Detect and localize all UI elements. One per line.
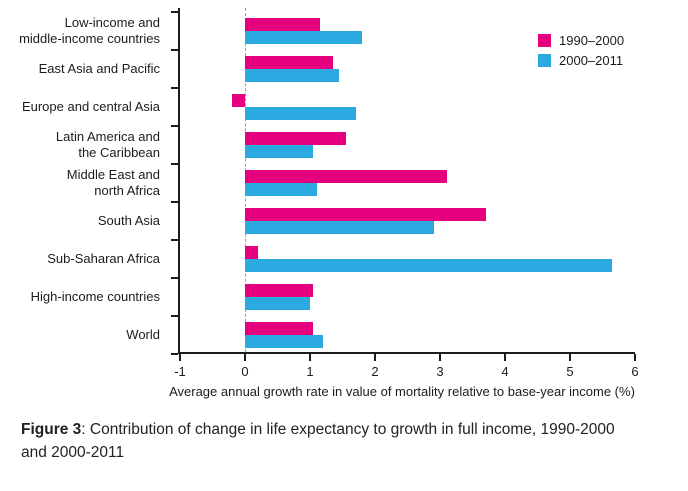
x-tick-label: 4	[501, 364, 509, 379]
category-label: Latin America and the Caribbean	[55, 128, 160, 160]
x-axis-tick	[179, 354, 181, 361]
x-tick-label: 5	[566, 364, 574, 379]
category-label: Sub-Saharan Africa	[47, 250, 160, 266]
bar-2000-2011	[245, 107, 356, 120]
legend-item: 1990–2000	[538, 33, 624, 48]
bar-1990-2000	[245, 208, 486, 221]
category-label: South Asia	[97, 212, 160, 228]
x-axis-tick	[244, 354, 246, 361]
y-axis-tick	[171, 49, 178, 51]
y-axis-tick	[171, 11, 178, 13]
category-label: Middle East and north Africa	[66, 166, 160, 198]
category-label: World	[126, 326, 160, 342]
legend-label: 2000–2011	[559, 53, 624, 68]
x-axis-tick	[309, 354, 311, 361]
x-axis-tick	[504, 354, 506, 361]
x-tick-label: 6	[631, 364, 639, 379]
bar-1990-2000	[245, 322, 314, 335]
x-tick-label: -1	[174, 364, 186, 379]
bar-1990-2000	[232, 94, 245, 107]
x-axis-tick	[439, 354, 441, 361]
bar-2000-2011	[245, 145, 314, 158]
bar-1990-2000	[245, 56, 333, 69]
bar-2000-2011	[245, 31, 362, 44]
x-tick-label: 3	[436, 364, 444, 379]
legend-swatch	[538, 54, 551, 67]
x-axis-tick	[374, 354, 376, 361]
category-label: East Asia and Pacific	[38, 60, 160, 76]
legend-swatch	[538, 34, 551, 47]
bar-2000-2011	[245, 69, 340, 82]
y-axis-category-labels: Low-income and middle-income countries Ea…	[0, 12, 170, 354]
x-axis-tick	[634, 354, 636, 361]
bar-1990-2000	[245, 170, 447, 183]
bar-2000-2011	[245, 335, 323, 348]
bar-1990-2000	[245, 132, 346, 145]
y-axis-tick	[171, 201, 178, 203]
bar-1990-2000	[245, 18, 320, 31]
y-axis-tick	[171, 163, 178, 165]
chart-legend: 1990–2000 2000–2011	[538, 33, 624, 68]
bar-2000-2011	[245, 183, 317, 196]
y-axis-tick	[171, 277, 178, 279]
x-axis-tick	[569, 354, 571, 361]
category-label: Low-income and middle-income countries	[19, 14, 160, 46]
x-tick-label: 2	[371, 364, 379, 379]
x-axis-line	[178, 352, 635, 354]
bar-2000-2011	[245, 297, 310, 310]
bar-1990-2000	[245, 284, 314, 297]
caption-text: : Contribution of change in life expecta…	[21, 421, 615, 462]
y-axis-tick	[171, 239, 178, 241]
y-axis-tick	[171, 315, 178, 317]
y-axis-tick	[171, 125, 178, 127]
bar-2000-2011	[245, 259, 613, 272]
x-tick-label: 0	[241, 364, 249, 379]
x-axis-label: Average annual growth rate in value of m…	[169, 384, 635, 399]
y-axis-tick	[171, 353, 178, 355]
y-axis-tick	[171, 87, 178, 89]
legend-label: 1990–2000	[559, 33, 625, 48]
y-axis-line	[178, 8, 180, 354]
category-label: Europe and central Asia	[21, 98, 160, 114]
figure-caption: Figure 3: Contribution of change in life…	[21, 418, 621, 465]
bar-2000-2011	[245, 221, 434, 234]
plot-area: -1 0 1 2 3 4 5 6	[171, 8, 639, 379]
bar-1990-2000	[245, 246, 258, 259]
category-label: High-income countries	[30, 288, 160, 304]
x-tick-label: 1	[306, 364, 314, 379]
caption-label: Figure 3	[21, 421, 82, 438]
legend-item: 2000–2011	[538, 53, 624, 68]
